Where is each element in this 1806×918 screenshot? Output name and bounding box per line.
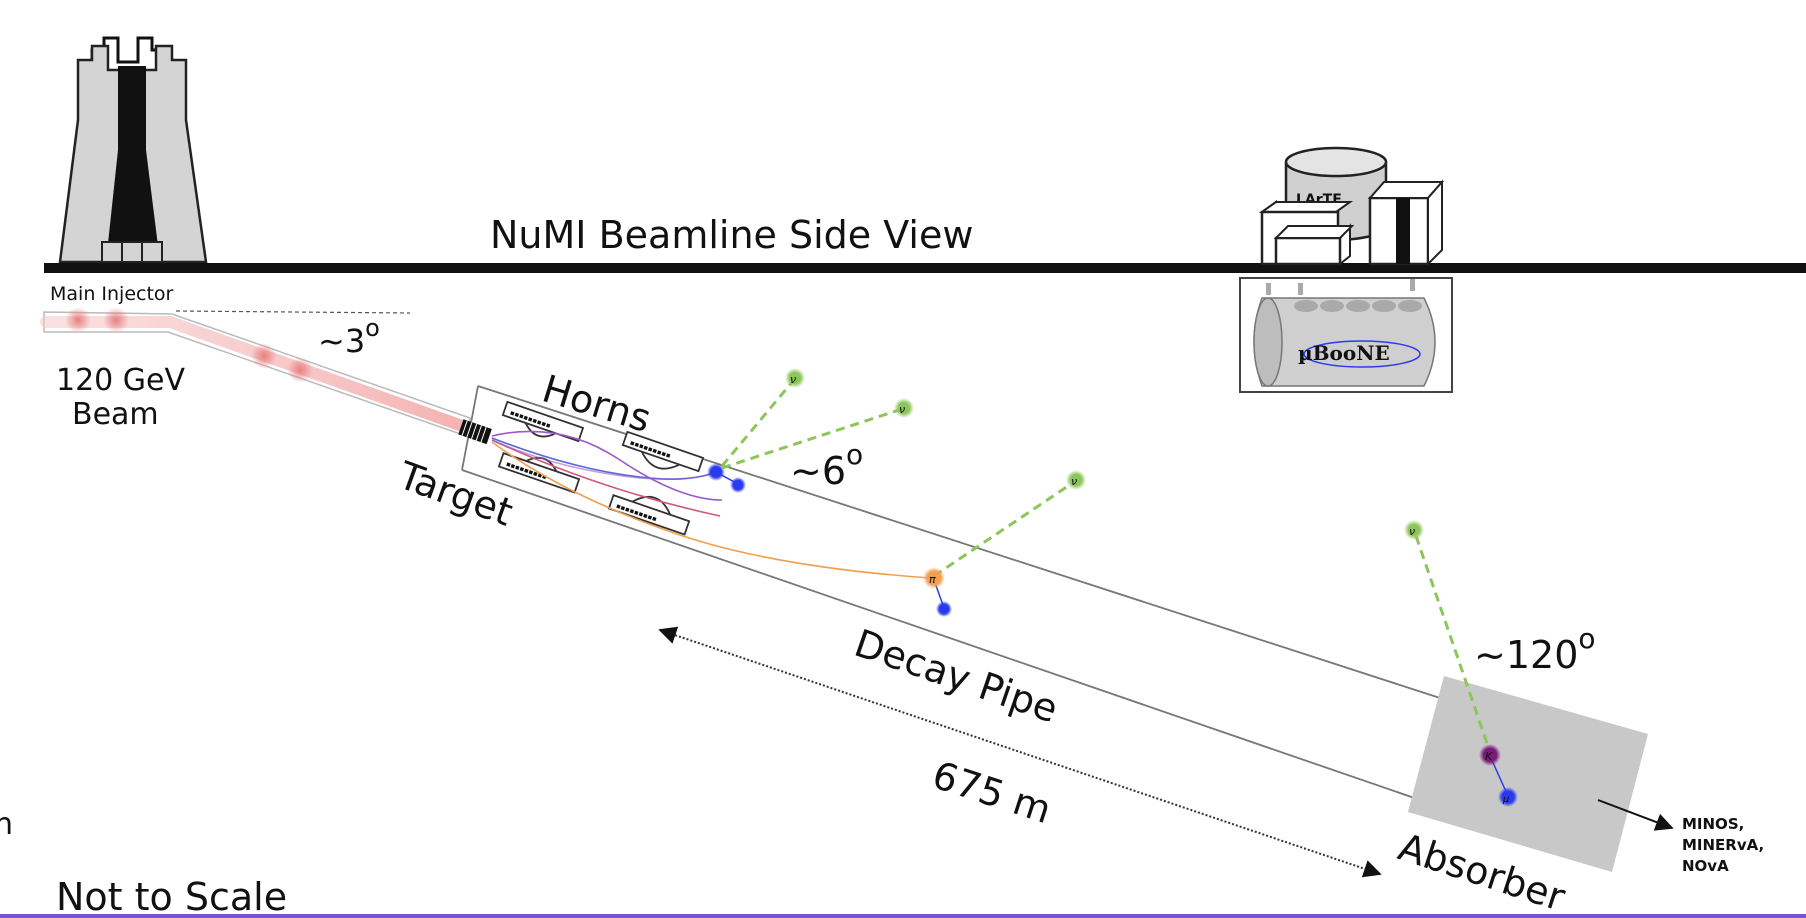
lartf-building: LArTF <box>1258 146 1445 267</box>
horns-angle-label: ~6o <box>790 438 863 493</box>
target <box>458 419 492 445</box>
absorber-angle-degree: o <box>1578 622 1595 655</box>
downstream-arrow <box>1597 799 1674 831</box>
injector-angle-label: ~3o <box>318 314 380 360</box>
downstream-label-3: NOvA <box>1682 857 1729 875</box>
neutrino-track-2 <box>721 407 903 470</box>
injector-angle-value: ~3 <box>318 322 365 360</box>
downstream-label-2: MINERvA, <box>1682 836 1764 854</box>
muon-from-kaon: μ <box>1498 787 1518 807</box>
svg-text:ν: ν <box>899 403 905 416</box>
ground-line <box>44 263 1806 273</box>
horns-angle-value: ~6 <box>790 449 846 493</box>
length-label: 675 m <box>927 753 1056 832</box>
main-injector-label: Main Injector <box>50 283 174 305</box>
not-to-scale-label: Not to Scale <box>56 875 287 918</box>
reference-horizontal <box>175 310 411 314</box>
kaon: K <box>1479 744 1501 766</box>
neutrino-2: ν <box>894 398 914 418</box>
muon-pair <box>707 463 746 493</box>
svg-text:μ: μ <box>1502 794 1509 805</box>
downstream-label-1: MINOS, <box>1682 815 1744 833</box>
length-arrow <box>658 626 1382 878</box>
muon-from-pion <box>936 601 952 617</box>
injector-angle-degree: o <box>365 314 380 342</box>
stray-text: n <box>0 807 13 842</box>
beam-label: Beam <box>72 397 159 432</box>
svg-text:ν: ν <box>1409 525 1415 538</box>
beam-energy-label: 120 GeV <box>56 363 186 398</box>
neutrino-4: ν <box>1404 520 1424 540</box>
horns-angle-degree: o <box>846 438 863 471</box>
absorber-angle-label: ~120o <box>1474 622 1596 677</box>
pion: π <box>923 567 945 589</box>
page-title: NuMI Beamline Side View <box>490 213 973 257</box>
svg-text:ν: ν <box>1071 475 1077 488</box>
neutrino-track-4 <box>1414 535 1492 753</box>
absorber-angle-value: ~120 <box>1474 633 1578 677</box>
neutrino-track-1 <box>720 380 795 467</box>
svg-text:π: π <box>929 573 936 586</box>
footer-rule <box>0 914 1806 918</box>
main-injector-building <box>58 36 208 264</box>
secondary-tracks <box>491 430 931 579</box>
decay-pipe <box>461 385 1441 803</box>
neutrino-1: ν <box>785 368 805 388</box>
decay-pipe-label: Decay Pipe <box>849 621 1063 731</box>
microboone-detector: µBooNE <box>1239 277 1453 393</box>
svg-text:K: K <box>1485 750 1493 763</box>
svg-text:ν: ν <box>790 373 796 386</box>
neutrino-3: ν <box>1066 470 1086 490</box>
absorber-block <box>1408 676 1648 872</box>
microboone-label: µBooNE <box>1298 341 1390 365</box>
neutrino-track-3 <box>933 480 1075 578</box>
